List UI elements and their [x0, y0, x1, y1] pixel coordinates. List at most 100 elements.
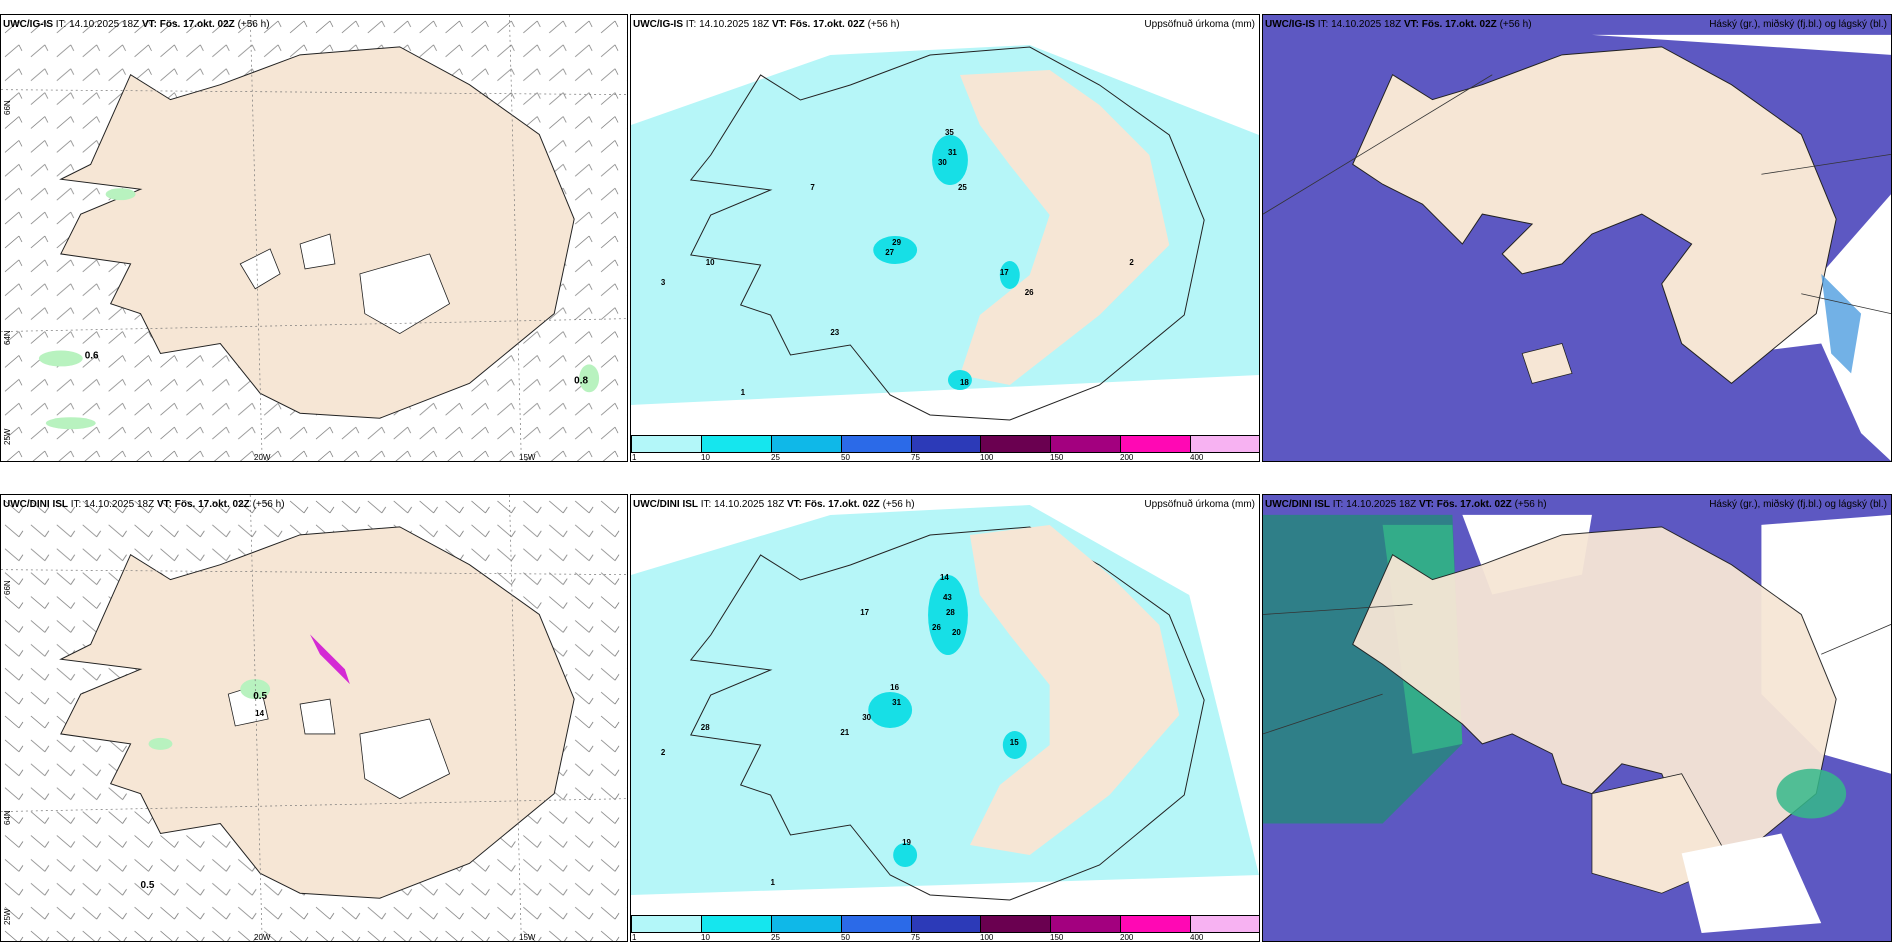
vt-value: Fös. 17.okt. 02Z: [1421, 19, 1497, 30]
colorbar-segment: [911, 916, 982, 932]
colorbar-segment: [981, 436, 1052, 452]
precip-map: 35 31 30 25 27 29 17 26 18 23 7 10 3 1 2: [631, 45, 1259, 421]
model-name: UWC/DINI ISL: [1265, 499, 1330, 510]
colorbar-tick: 1: [632, 453, 637, 462]
model-name: UWC/DINI ISL: [633, 499, 698, 510]
it-value: 14.10.2025 18Z: [699, 19, 770, 30]
precip-value: 1: [741, 388, 746, 397]
it-value: 14.10.2025 18Z: [714, 499, 785, 510]
vt-value: Fös. 17.okt. 02Z: [1436, 499, 1512, 510]
lat-label: 66N: [3, 100, 12, 115]
cloud-map-panel-row1: UWC/IG-IS IT: 14.10.2025 18Z VT: Fös. 17…: [1262, 14, 1892, 462]
lon-label: 20W: [254, 933, 271, 942]
colorbar-tick: 75: [911, 453, 920, 462]
vt-value: Fös. 17.okt. 02Z: [174, 499, 250, 510]
vt-label: VT:: [771, 19, 787, 30]
wind-label: 0.8: [574, 375, 588, 386]
lat-label: 25W: [3, 908, 12, 925]
panel-header: UWC/DINI ISL IT: 14.10.2025 18Z VT: Fös.…: [3, 499, 285, 510]
colorbar-segment: [632, 436, 702, 452]
panel-header: UWC/DINI ISL IT: 14.10.2025 18Z VT: Fös.…: [633, 499, 915, 510]
lead-time: (+56 h): [252, 499, 285, 510]
colorbar-segment: [1191, 436, 1259, 452]
wind-label: 0.5: [253, 691, 267, 702]
precip-value: 35: [945, 128, 954, 137]
colorbar-tick: 25: [771, 453, 780, 462]
precip-value: 25: [958, 183, 967, 192]
colorbar-segment: [771, 436, 842, 452]
precip-value: 31: [892, 698, 901, 707]
it-label: IT:: [685, 19, 697, 30]
it-value: 14.10.2025 18Z: [1346, 499, 1417, 510]
wind-label: 14: [255, 709, 264, 718]
colorbar-segment: [701, 916, 772, 932]
colorbar-segment: [911, 436, 982, 452]
precip-value: 15: [1010, 738, 1019, 747]
precip-value: 27: [885, 248, 894, 257]
wind-map: 0.5 14 0.5: [1, 495, 627, 941]
it-label: IT:: [1332, 499, 1344, 510]
lead-time: (+56 h): [1499, 19, 1532, 30]
colorbar-segment: [841, 916, 912, 932]
precip-value: 26: [1025, 288, 1034, 297]
colorbar-tick: 100: [980, 933, 994, 942]
precip-map-panel-row1: UWC/IG-IS IT: 14.10.2025 18Z VT: Fös. 17…: [630, 14, 1260, 462]
cloud-map-panel-row2: UWC/DINI ISL IT: 14.10.2025 18Z VT: Fös.…: [1262, 494, 1892, 942]
wind-map-panel-row1: UWC/IG-IS IT: 14.10.2025 18Z VT: Fös. 17…: [0, 14, 628, 462]
colorbar-tick: 150: [1050, 453, 1064, 462]
precip-value: 21: [840, 728, 849, 737]
model-name: UWC/IG-IS: [3, 19, 53, 30]
precip-value: 31: [948, 148, 957, 157]
precip-value: 2: [1129, 258, 1134, 267]
model-name: UWC/IG-IS: [633, 19, 683, 30]
lon-label: 15W: [519, 453, 536, 462]
precip-value: 17: [860, 608, 869, 617]
lat-label: 64N: [3, 810, 12, 825]
colorbar-tick: 200: [1120, 453, 1134, 462]
vt-label: VT:: [786, 499, 802, 510]
precip-value: 19: [902, 838, 911, 847]
wind-label: 0.6: [85, 350, 99, 361]
precip-value: 16: [890, 683, 899, 692]
lat-label: 66N: [3, 580, 12, 595]
colorbar-tick: 400: [1190, 453, 1204, 462]
precip-value: 14: [940, 573, 949, 582]
colorbar-tick: 1: [632, 933, 637, 942]
lead-time: (+56 h): [1514, 499, 1547, 510]
precip-value: 28: [701, 723, 710, 732]
panel-header: UWC/IG-IS IT: 14.10.2025 18Z VT: Fös. 17…: [3, 19, 270, 30]
colorbar-tick: 400: [1190, 933, 1204, 942]
it-label: IT:: [70, 499, 82, 510]
it-value: 14.10.2025 18Z: [1331, 19, 1402, 30]
precip-colorbar: [631, 915, 1259, 933]
colorbar-tick: 200: [1120, 933, 1134, 942]
model-name: UWC/IG-IS: [1265, 19, 1315, 30]
colorbar-tick: 25: [771, 933, 780, 942]
iceland-land: [59, 46, 575, 419]
colorbar-segment: [1051, 436, 1122, 452]
it-label: IT:: [1317, 19, 1329, 30]
cloud-map: [1263, 15, 1891, 461]
vt-value: Fös. 17.okt. 02Z: [804, 499, 880, 510]
lat-label: 25W: [3, 428, 12, 445]
precip-title: Uppsöfnuð úrkoma (mm): [1144, 499, 1255, 510]
precip-value: 43: [943, 593, 952, 602]
precip-map-panel-row2: UWC/DINI ISL IT: 14.10.2025 18Z VT: Fös.…: [630, 494, 1260, 942]
panel-header: UWC/DINI ISL IT: 14.10.2025 18Z VT: Fös.…: [1265, 499, 1547, 510]
precip-value: 30: [862, 713, 871, 722]
precip-value: 30: [938, 158, 947, 167]
cloud-map: [1263, 495, 1891, 941]
panel-header: UWC/IG-IS IT: 14.10.2025 18Z VT: Fös. 17…: [633, 19, 900, 30]
precip-value: 3: [661, 278, 666, 287]
lon-label: 20W: [254, 453, 271, 462]
lead-time: (+56 h): [882, 499, 915, 510]
colorbar-tick: 150: [1050, 933, 1064, 942]
vt-label: VT:: [141, 19, 157, 30]
precip-value: 23: [830, 328, 839, 337]
precip-value: 29: [892, 238, 901, 247]
precip-value: 28: [946, 608, 955, 617]
precip-value: 2: [661, 748, 666, 757]
colorbar-segment: [1121, 436, 1192, 452]
colorbar-tick: 50: [841, 453, 850, 462]
lead-time: (+56 h): [237, 19, 270, 30]
